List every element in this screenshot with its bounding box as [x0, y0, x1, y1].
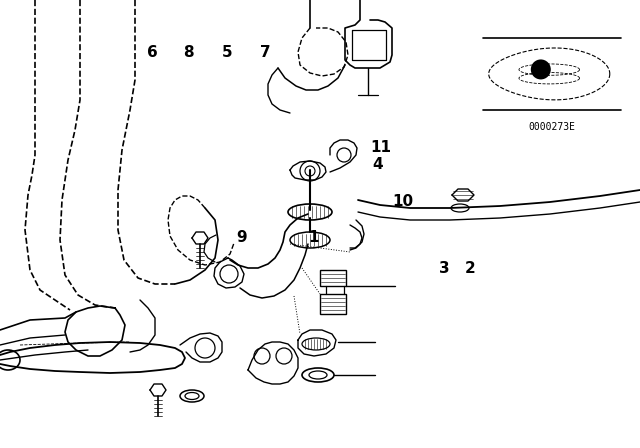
- Text: 6: 6: [147, 45, 157, 60]
- Text: 5: 5: [222, 45, 232, 60]
- Circle shape: [531, 60, 551, 79]
- Text: 10: 10: [392, 194, 414, 209]
- Text: 0000273E: 0000273E: [529, 122, 575, 132]
- Text: 9: 9: [237, 230, 247, 245]
- Text: 8: 8: [184, 45, 194, 60]
- Bar: [320, 270, 346, 286]
- Text: 4: 4: [372, 157, 383, 172]
- Bar: [320, 294, 346, 314]
- Text: 1: 1: [308, 230, 319, 245]
- Text: 7: 7: [260, 45, 271, 60]
- Text: 3: 3: [440, 261, 450, 276]
- Text: 2: 2: [465, 261, 476, 276]
- Text: 11: 11: [371, 140, 391, 155]
